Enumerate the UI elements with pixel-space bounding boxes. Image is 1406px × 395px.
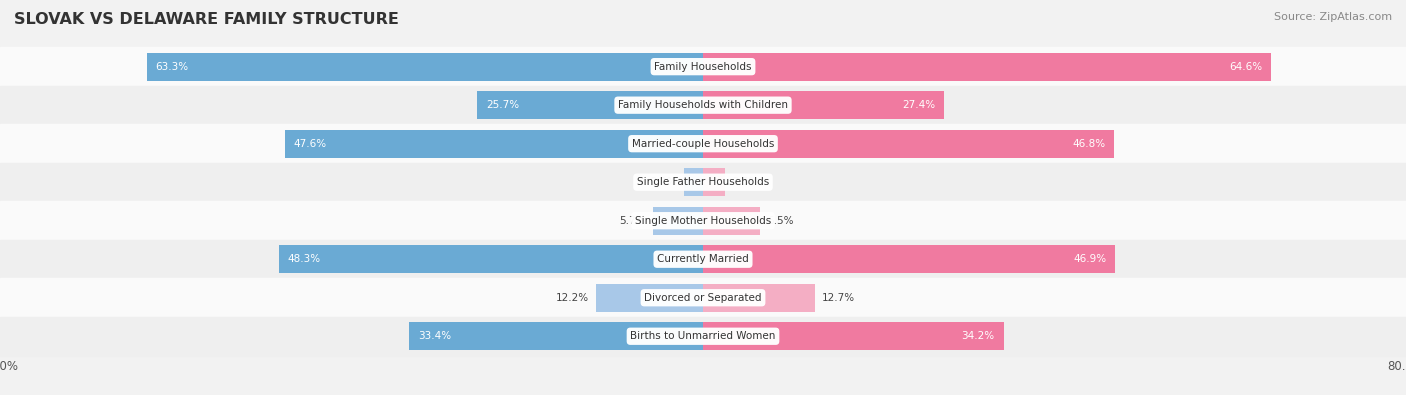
Bar xyxy=(0,124,1406,163)
Bar xyxy=(652,207,703,235)
Bar xyxy=(703,322,1004,350)
Bar xyxy=(703,91,943,119)
Bar xyxy=(409,322,703,350)
Text: 48.3%: 48.3% xyxy=(287,254,321,264)
Text: 34.2%: 34.2% xyxy=(962,331,995,341)
Text: 5.7%: 5.7% xyxy=(620,216,645,226)
Bar xyxy=(703,168,725,196)
Text: 33.4%: 33.4% xyxy=(419,331,451,341)
Bar xyxy=(0,201,1406,240)
Text: Currently Married: Currently Married xyxy=(657,254,749,264)
Text: 63.3%: 63.3% xyxy=(156,62,188,71)
Text: 64.6%: 64.6% xyxy=(1229,62,1261,71)
Text: Single Mother Households: Single Mother Households xyxy=(636,216,770,226)
Text: Family Households with Children: Family Households with Children xyxy=(619,100,787,110)
Text: Births to Unmarried Women: Births to Unmarried Women xyxy=(630,331,776,341)
Bar xyxy=(703,130,1114,158)
Bar xyxy=(278,245,703,273)
Bar xyxy=(596,284,703,312)
Bar xyxy=(0,317,1406,356)
Bar xyxy=(477,91,703,119)
Bar xyxy=(703,245,1115,273)
Bar xyxy=(146,53,703,81)
Text: Source: ZipAtlas.com: Source: ZipAtlas.com xyxy=(1274,12,1392,22)
Text: Married-couple Households: Married-couple Households xyxy=(631,139,775,149)
Text: 27.4%: 27.4% xyxy=(901,100,935,110)
Text: 12.2%: 12.2% xyxy=(555,293,589,303)
Text: Single Father Households: Single Father Households xyxy=(637,177,769,187)
Text: 12.7%: 12.7% xyxy=(821,293,855,303)
Text: 47.6%: 47.6% xyxy=(294,139,326,149)
Bar xyxy=(703,53,1271,81)
Text: Family Households: Family Households xyxy=(654,62,752,71)
Text: Divorced or Separated: Divorced or Separated xyxy=(644,293,762,303)
Text: 25.7%: 25.7% xyxy=(486,100,519,110)
Bar xyxy=(0,240,1406,278)
Legend: Slovak, Delaware: Slovak, Delaware xyxy=(617,394,789,395)
Bar xyxy=(703,284,814,312)
Bar xyxy=(0,278,1406,317)
Text: 6.5%: 6.5% xyxy=(768,216,793,226)
Bar xyxy=(703,207,761,235)
Text: 2.5%: 2.5% xyxy=(733,177,758,187)
Bar xyxy=(0,47,1406,86)
Bar xyxy=(285,130,703,158)
Bar xyxy=(0,163,1406,201)
Bar xyxy=(0,86,1406,124)
Text: SLOVAK VS DELAWARE FAMILY STRUCTURE: SLOVAK VS DELAWARE FAMILY STRUCTURE xyxy=(14,12,399,27)
Text: 2.2%: 2.2% xyxy=(650,177,676,187)
Text: 46.9%: 46.9% xyxy=(1073,254,1107,264)
Bar xyxy=(683,168,703,196)
Text: 46.8%: 46.8% xyxy=(1073,139,1105,149)
